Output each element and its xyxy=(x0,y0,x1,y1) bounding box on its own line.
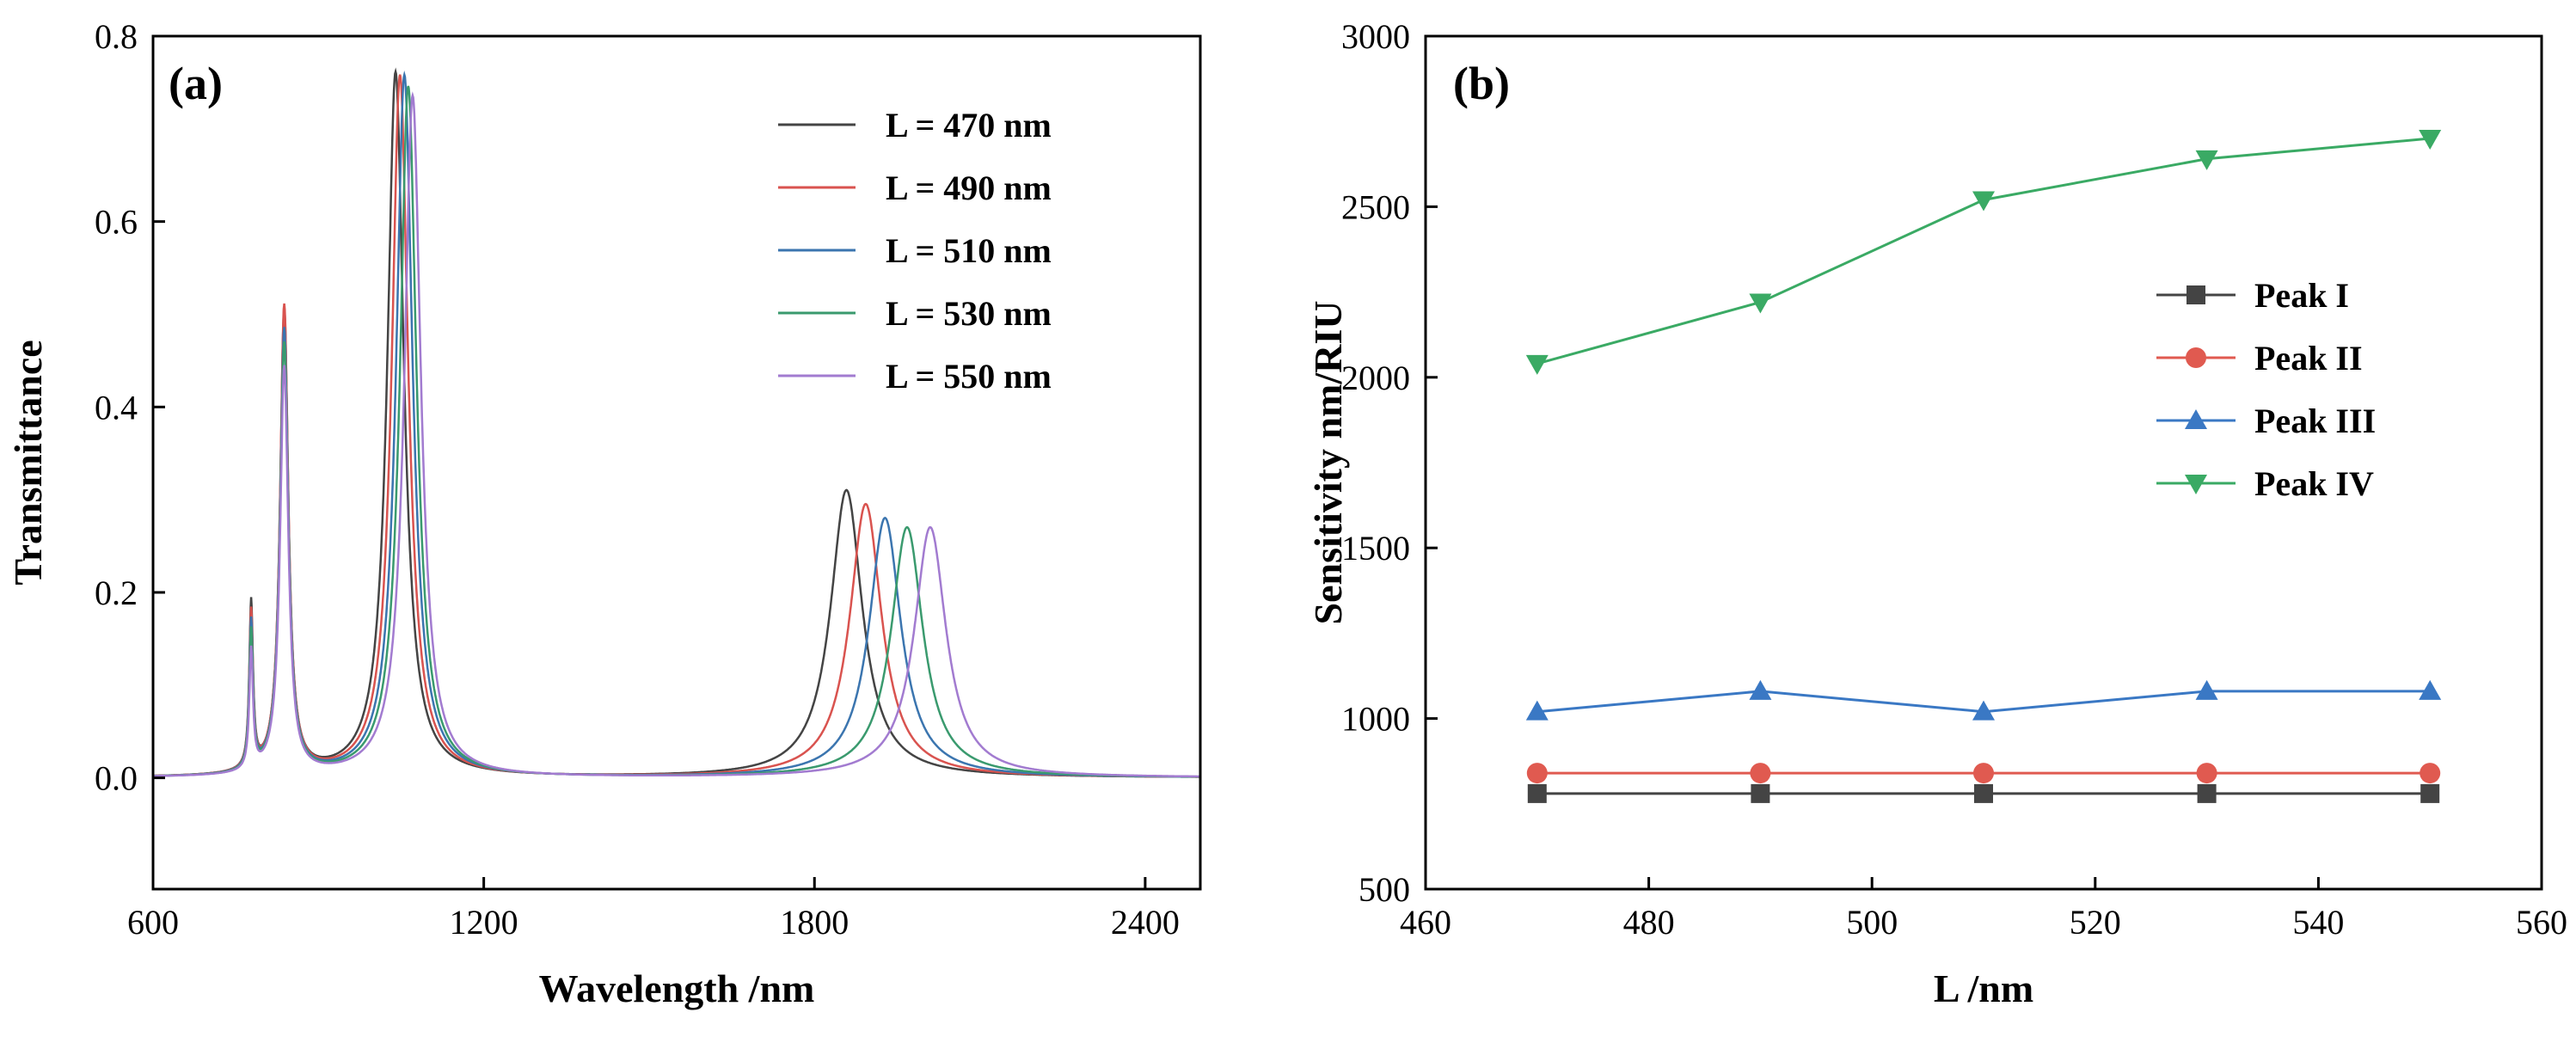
panel-a-x-tick-label: 1800 xyxy=(780,903,849,942)
panel-b-legend-marker xyxy=(2186,347,2206,368)
panel-b-y-tick-label: 1500 xyxy=(1341,529,1410,568)
panel-b-data-point xyxy=(2195,150,2218,170)
panel-b-ticks: 460 480 500 520 540 560 500 1000 1500 2000 2500 300… xyxy=(1341,17,2567,942)
panel-b-x-tick-label: 520 xyxy=(2070,903,2121,942)
panel-a-series-line xyxy=(153,91,1200,778)
panel-a-x-tick-label: 600 xyxy=(127,903,179,942)
panel-b-legend-label: Peak III xyxy=(2254,402,2376,440)
panel-a-x-tick-label: 2400 xyxy=(1111,903,1180,942)
panel-b: 460 480 500 520 540 560 500 1000 1500 2000 2500 300… xyxy=(1306,17,2567,1010)
panel-b-data-point xyxy=(1525,700,1549,721)
panel-b-legend-marker xyxy=(2185,409,2207,429)
panel-b-data-point xyxy=(2420,763,2441,784)
panel-b-series-group xyxy=(1525,130,2442,803)
panel-b-data-point xyxy=(2420,783,2440,803)
panel-b-x-tick-label: 560 xyxy=(2516,903,2567,942)
panel-b-data-point xyxy=(1974,783,1993,803)
panel-a-series-group xyxy=(153,67,1200,778)
panel-a-legend-label: L = 490 nm xyxy=(886,169,1052,207)
panel-b-legend-label: Peak I xyxy=(2254,276,2349,315)
panel-b-x-tick-label: 480 xyxy=(1623,903,1675,942)
panel-a-legend-label: L = 510 nm xyxy=(886,231,1052,270)
panel-b-data-point xyxy=(2196,763,2217,784)
panel-a-y-tick-label: 0.6 xyxy=(95,203,138,242)
panel-a-legend-label: L = 470 nm xyxy=(886,106,1052,144)
panel-b-data-point xyxy=(1973,763,1994,784)
panel-a-legend: L = 470 nm L = 490 nm L = 510 nm L = 530 nm… xyxy=(778,106,1052,396)
panel-a-y-tick-label: 0.2 xyxy=(95,574,138,612)
panel-a-y-tick-label: 0.4 xyxy=(95,388,138,426)
panel-a-legend-label: L = 530 nm xyxy=(886,294,1052,333)
panel-b-y-tick-label: 2000 xyxy=(1341,359,1410,397)
panel-a-x-axis-label: Wavelength /nm xyxy=(539,966,815,1010)
panel-b-data-point xyxy=(1750,763,1771,784)
panel-b-legend-label: Peak IV xyxy=(2254,464,2374,503)
panel-b-y-tick-label: 3000 xyxy=(1341,17,1410,56)
panel-b-data-point xyxy=(1749,293,1772,314)
panel-b-data-point xyxy=(1972,191,1995,212)
panel-b-legend-marker xyxy=(2185,475,2207,494)
panel-b-y-tick-label: 1000 xyxy=(1341,700,1410,739)
panel-b-x-axis-label: L /nm xyxy=(1934,966,2033,1010)
panel-b-data-point xyxy=(2195,679,2218,700)
panel-b-data-point xyxy=(2197,783,2217,803)
panel-b-legend-label: Peak II xyxy=(2254,339,2363,377)
panel-b-x-tick-label: 540 xyxy=(2292,903,2344,942)
panel-b-label: (b) xyxy=(1453,58,1510,109)
panel-b-x-tick-label: 500 xyxy=(1846,903,1898,942)
panel-b-data-point xyxy=(1972,700,1995,721)
panel-a-legend-label: L = 550 nm xyxy=(886,357,1052,396)
panel-a: 600 1200 1800 2400 0.0 0.2 0.4 0.6 0.8 (a) Wavel… xyxy=(6,17,1202,1010)
panel-b-y-axis-label: Sensitivity nm/RIU xyxy=(1306,301,1350,625)
panel-b-data-point xyxy=(1751,783,1770,803)
panel-b-data-point xyxy=(2419,679,2442,700)
panel-b-data-point xyxy=(1749,679,1772,700)
panel-b-data-point xyxy=(1525,354,1549,375)
panel-a-y-axis-label: Transmittance xyxy=(6,340,50,585)
panel-b-legend: Peak I Peak II Peak III Peak IV xyxy=(2156,276,2376,503)
panel-b-data-point xyxy=(2419,130,2442,150)
panel-b-series-line xyxy=(1536,137,2431,365)
panel-b-x-tick-label: 460 xyxy=(1400,903,1451,942)
panel-b-data-point xyxy=(1527,783,1547,803)
panel-b-y-tick-label: 500 xyxy=(1359,870,1410,909)
panel-b-y-tick-label: 2500 xyxy=(1341,187,1410,226)
panel-b-frame xyxy=(1424,34,2543,891)
panel-b-legend-marker xyxy=(2187,285,2205,304)
panel-a-y-tick-label: 0.8 xyxy=(95,17,138,56)
panel-a-y-tick-label: 0.0 xyxy=(95,759,138,798)
panel-a-ticks: 600 1200 1800 2400 0.0 0.2 0.4 0.6 0.8 xyxy=(95,17,1180,942)
panel-b-data-point xyxy=(1526,763,1548,784)
panel-a-frame xyxy=(151,34,1202,891)
panel-a-x-tick-label: 1200 xyxy=(450,903,518,942)
panel-a-label: (a) xyxy=(169,58,223,109)
